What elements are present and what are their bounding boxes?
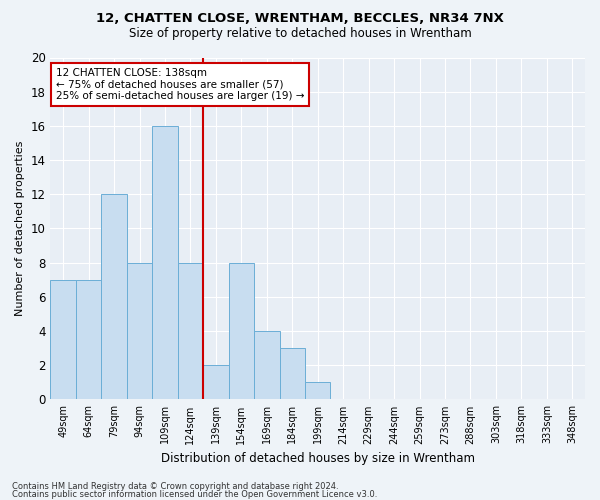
Bar [229, 262, 254, 400]
Bar [101, 194, 127, 400]
Bar [76, 280, 101, 400]
Text: Size of property relative to detached houses in Wrentham: Size of property relative to detached ho… [128, 28, 472, 40]
Bar [280, 348, 305, 400]
Text: 12, CHATTEN CLOSE, WRENTHAM, BECCLES, NR34 7NX: 12, CHATTEN CLOSE, WRENTHAM, BECCLES, NR… [96, 12, 504, 26]
Bar [127, 262, 152, 400]
Bar [178, 262, 203, 400]
Bar [305, 382, 331, 400]
X-axis label: Distribution of detached houses by size in Wrentham: Distribution of detached houses by size … [161, 452, 475, 465]
Bar [152, 126, 178, 400]
Text: 12 CHATTEN CLOSE: 138sqm
← 75% of detached houses are smaller (57)
25% of semi-d: 12 CHATTEN CLOSE: 138sqm ← 75% of detach… [56, 68, 304, 101]
Bar [203, 365, 229, 400]
Text: Contains HM Land Registry data © Crown copyright and database right 2024.: Contains HM Land Registry data © Crown c… [12, 482, 338, 491]
Text: Contains public sector information licensed under the Open Government Licence v3: Contains public sector information licen… [12, 490, 377, 499]
Y-axis label: Number of detached properties: Number of detached properties [15, 141, 25, 316]
Bar [254, 331, 280, 400]
Bar [50, 280, 76, 400]
